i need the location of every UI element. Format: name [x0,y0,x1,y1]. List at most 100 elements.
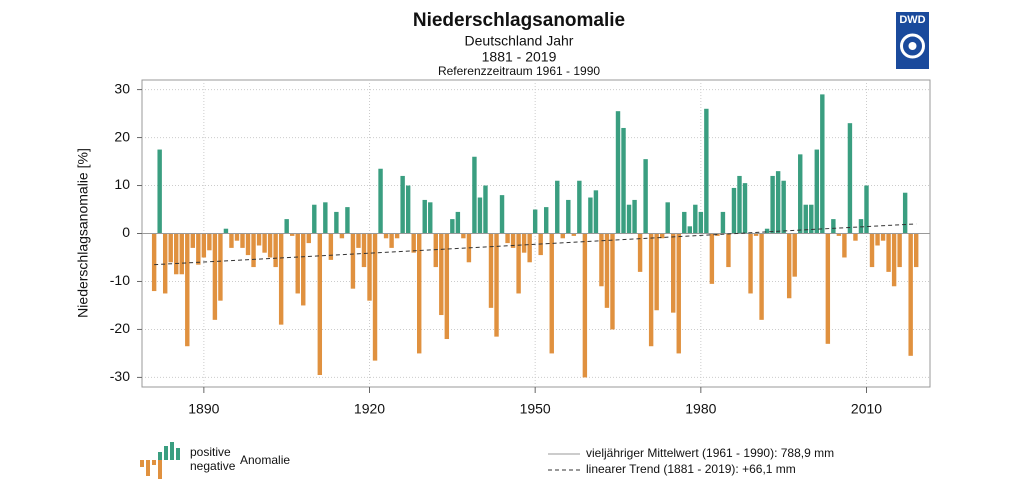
logo-text: DWD [899,14,925,26]
bar [726,233,731,268]
bar [251,233,256,268]
bar [339,233,345,239]
bar [162,233,168,294]
bar [858,219,864,234]
bar [582,233,588,378]
x-tick-label: 1980 [685,401,716,417]
legend-label: positive [190,445,231,459]
bar [532,209,538,234]
bar [908,233,913,356]
bar [488,233,494,308]
trend-line [154,223,917,266]
bar [207,233,212,251]
bar [803,204,808,234]
bar [897,233,902,268]
bar [499,195,505,234]
bar [455,211,461,234]
y-axis-label: Niederschlagsanomalie [%] [75,148,91,318]
bar [637,233,643,272]
bar [842,233,847,258]
bar [328,233,334,260]
legend-label: Anomalie [240,453,290,467]
period: 1881 - 2019 [482,49,557,65]
bar [693,204,698,234]
bar [643,159,648,234]
logo-swirl [908,42,917,50]
bar [240,233,245,248]
bar [400,175,405,234]
bar [450,219,455,234]
bar [599,233,604,287]
x-tick-label: 1920 [354,401,385,417]
y-tick-label: 10 [114,176,130,192]
chart-title: Niederschlagsanomalie [413,10,625,31]
bar [168,233,173,263]
bar [869,233,875,268]
bar [555,180,560,234]
bar [223,228,229,234]
bar [786,233,792,299]
bar [295,233,300,294]
bar [510,233,516,248]
bar [433,233,438,268]
bar [593,190,599,234]
logo-swirl [900,33,925,59]
reference: Referenzzeitraum 1961 - 1990 [438,64,600,78]
x-tick-label: 2010 [851,401,882,417]
legend-label: linearer Trend (1881 - 2019): +66,1 mm [586,462,796,476]
bar [345,207,350,234]
bar [560,233,565,239]
bar [218,233,223,301]
bar [245,233,251,256]
bar [477,197,483,234]
bar [671,233,676,313]
y-tick-label: -30 [110,368,130,384]
bar [654,233,659,311]
bar [571,233,577,236]
bar [273,233,278,268]
bar [621,127,626,234]
bar [676,233,681,354]
bar [610,233,615,330]
bar [715,233,720,236]
bar [196,233,201,265]
bar [809,204,814,234]
bar [764,228,770,234]
bar [737,175,742,234]
bar [902,192,908,234]
bar [185,233,190,347]
bar [516,233,521,294]
bar [323,202,328,234]
bar [836,233,842,236]
bar [383,233,389,239]
bar [831,219,836,234]
bar [306,233,311,244]
bar [472,156,477,234]
bar [212,233,218,320]
y-tick-label: 20 [114,128,130,144]
bar [549,233,554,354]
bar [853,233,858,241]
bar [615,111,621,234]
bar [284,219,289,234]
bar [179,233,184,275]
x-tick-label: 1890 [188,401,219,417]
bar [731,187,737,234]
bar [913,233,919,268]
bar [720,211,726,234]
bar [709,233,715,284]
bar [742,183,748,234]
bar [825,233,831,344]
bar [632,199,637,234]
bar [157,149,162,234]
bar [201,233,207,258]
subtitle: Deutschland Jahr [465,33,574,49]
bar [190,233,196,248]
legend-swatch [170,442,174,460]
bar [289,233,295,236]
bar [604,233,610,308]
y-tick-label: 0 [122,224,130,240]
legend-swatch [146,460,150,476]
bar [704,108,709,234]
bar [659,233,665,239]
